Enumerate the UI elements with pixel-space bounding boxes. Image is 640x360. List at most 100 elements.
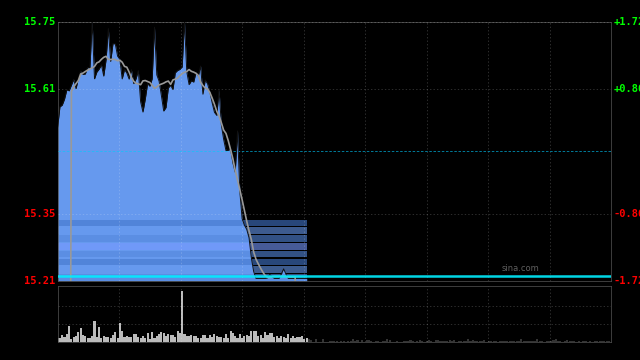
- Bar: [156, 336, 158, 342]
- Bar: [108, 337, 109, 342]
- Bar: [202, 335, 204, 342]
- Bar: [188, 337, 190, 342]
- Bar: [262, 338, 264, 342]
- Bar: [195, 336, 197, 342]
- Bar: [109, 338, 112, 342]
- Bar: [569, 341, 571, 342]
- Bar: [502, 341, 504, 342]
- Bar: [174, 337, 176, 342]
- Bar: [552, 340, 555, 342]
- Bar: [387, 338, 388, 342]
- Bar: [135, 334, 137, 342]
- Bar: [601, 341, 603, 342]
- Bar: [315, 339, 317, 342]
- Bar: [520, 339, 522, 342]
- Bar: [453, 340, 456, 342]
- Bar: [301, 337, 303, 342]
- Bar: [200, 338, 202, 342]
- Bar: [126, 336, 128, 342]
- Bar: [375, 341, 377, 342]
- Bar: [333, 341, 335, 342]
- Bar: [518, 341, 520, 342]
- Bar: [147, 333, 148, 342]
- Bar: [557, 341, 559, 342]
- Bar: [172, 335, 174, 342]
- Bar: [430, 341, 432, 342]
- Bar: [545, 341, 548, 342]
- Bar: [98, 327, 100, 342]
- Bar: [61, 334, 63, 342]
- Bar: [308, 339, 310, 342]
- Bar: [536, 339, 538, 342]
- Bar: [451, 341, 453, 342]
- Bar: [227, 338, 229, 342]
- Bar: [382, 341, 384, 342]
- Bar: [96, 337, 98, 342]
- Bar: [116, 338, 118, 342]
- Bar: [56, 338, 59, 342]
- Bar: [465, 341, 467, 342]
- Bar: [368, 340, 370, 342]
- Bar: [525, 341, 527, 342]
- Bar: [403, 341, 404, 342]
- Bar: [91, 336, 93, 342]
- Bar: [190, 334, 193, 342]
- Bar: [280, 336, 282, 342]
- Bar: [184, 334, 186, 342]
- Bar: [296, 337, 298, 342]
- Bar: [179, 333, 181, 342]
- Bar: [163, 333, 164, 342]
- Bar: [266, 335, 269, 342]
- Bar: [250, 331, 252, 342]
- Bar: [410, 340, 412, 342]
- Bar: [412, 341, 414, 342]
- Bar: [566, 340, 568, 342]
- Bar: [100, 338, 102, 342]
- Bar: [255, 331, 257, 342]
- Bar: [509, 341, 511, 342]
- Bar: [470, 341, 472, 342]
- Bar: [105, 337, 107, 342]
- Bar: [329, 341, 331, 342]
- Bar: [377, 341, 380, 342]
- Bar: [276, 336, 278, 342]
- Bar: [287, 334, 289, 342]
- Bar: [499, 341, 502, 342]
- Bar: [278, 338, 280, 342]
- Bar: [237, 338, 239, 342]
- Text: 15.75: 15.75: [24, 17, 55, 27]
- Bar: [340, 341, 342, 342]
- Bar: [419, 340, 420, 342]
- Bar: [608, 341, 610, 342]
- Bar: [285, 338, 287, 342]
- Bar: [426, 341, 428, 342]
- Bar: [234, 336, 236, 342]
- Bar: [449, 340, 451, 342]
- Bar: [371, 341, 372, 342]
- Bar: [193, 336, 195, 342]
- Bar: [458, 341, 460, 342]
- Bar: [532, 341, 534, 342]
- Bar: [151, 332, 153, 342]
- Bar: [578, 341, 580, 342]
- Bar: [527, 341, 529, 342]
- Bar: [348, 341, 349, 342]
- Bar: [573, 341, 575, 342]
- Bar: [472, 340, 474, 342]
- Bar: [230, 332, 232, 342]
- Bar: [331, 341, 333, 342]
- Bar: [306, 338, 308, 342]
- Bar: [479, 341, 481, 342]
- Bar: [605, 341, 607, 342]
- Bar: [77, 332, 79, 342]
- Bar: [322, 339, 324, 342]
- Text: -1.72%: -1.72%: [614, 276, 640, 286]
- Bar: [571, 341, 573, 342]
- Bar: [460, 341, 462, 342]
- Bar: [181, 291, 183, 342]
- Bar: [349, 341, 351, 342]
- Bar: [243, 336, 246, 342]
- Bar: [407, 341, 409, 342]
- Bar: [241, 338, 243, 342]
- Bar: [529, 341, 531, 342]
